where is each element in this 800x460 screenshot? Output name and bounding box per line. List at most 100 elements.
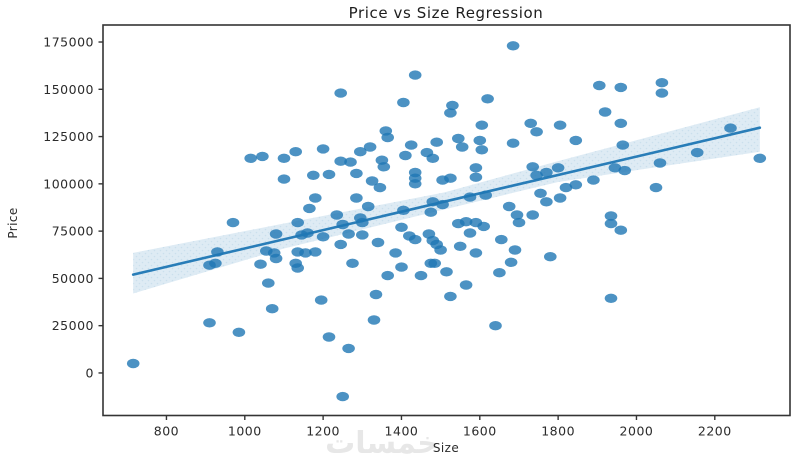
scatter-point — [277, 153, 291, 163]
scatter-point — [559, 182, 573, 193]
scatter-point — [369, 289, 383, 300]
scatter-point — [334, 156, 348, 166]
scatter-point — [334, 88, 348, 98]
scatter-point — [244, 153, 257, 163]
scatter-point — [477, 221, 491, 232]
scatter-point — [291, 263, 305, 273]
x-axis-label: Size — [433, 441, 459, 455]
x-tick-label: 1000 — [228, 424, 262, 439]
watermark: خمسات — [325, 426, 439, 460]
scatter-point — [342, 229, 355, 239]
scatter-point — [363, 142, 377, 152]
scatter-point — [530, 170, 543, 180]
scatter-point — [587, 175, 600, 185]
scatter-point — [444, 108, 457, 118]
scatter-point — [395, 222, 408, 232]
y-axis-ticks: 0 25000 50000 75000 100000 125000 150000 175000 — [43, 35, 103, 380]
scatter-point — [493, 268, 506, 278]
scatter-point — [495, 234, 508, 245]
scatter-point — [444, 173, 457, 183]
scatter-point — [618, 165, 631, 176]
scatter-point — [544, 252, 557, 262]
scatter-point — [209, 258, 222, 268]
scatter-point — [508, 245, 522, 255]
scatter-point — [408, 234, 422, 245]
scatter-point — [526, 162, 539, 172]
scatter-point — [440, 267, 453, 277]
scatter-point — [426, 153, 440, 163]
scatter-point — [126, 358, 140, 369]
scatter-point — [655, 88, 669, 98]
scatter-point — [469, 172, 483, 182]
scatter-point — [203, 318, 216, 328]
y-axis-label: Price — [6, 207, 20, 238]
scatter-point — [334, 239, 348, 250]
scatter-point — [350, 168, 363, 179]
scatter-point — [608, 163, 622, 173]
x-tick-label: 1600 — [463, 424, 497, 439]
scatter-point — [469, 163, 483, 173]
scatter-point — [314, 295, 328, 305]
scatter-point — [475, 120, 489, 130]
scatter-point — [346, 258, 359, 268]
scatter-point — [653, 158, 667, 168]
scatter-point — [389, 248, 402, 258]
scatter-point — [430, 137, 444, 147]
x-tick-label: 2200 — [698, 424, 732, 439]
scatter-point — [291, 217, 305, 228]
x-tick-label: 800 — [154, 424, 179, 439]
y-tick-label: 25000 — [52, 318, 94, 333]
scatter-point — [593, 80, 606, 91]
scatter-point — [569, 135, 583, 146]
regression-line — [131, 126, 762, 276]
scatter-point — [316, 144, 330, 154]
scatter-point — [408, 70, 422, 80]
y-tick-label: 0 — [86, 365, 94, 380]
y-tick-label: 150000 — [43, 82, 94, 97]
scatter-point — [524, 118, 537, 128]
scatter-point — [534, 188, 547, 198]
scatter-point — [530, 127, 543, 137]
scatter-point — [690, 147, 704, 158]
x-tick-label: 1400 — [385, 424, 419, 439]
scatter-point — [453, 241, 467, 251]
scatter-point — [299, 248, 312, 258]
y-tick-label: 75000 — [52, 224, 94, 239]
scatter-point — [604, 293, 618, 303]
scatter-point — [371, 237, 385, 248]
chart-title: Price vs Size Regression — [349, 4, 544, 22]
scatter-point — [356, 230, 369, 240]
scatter-point — [446, 100, 459, 111]
scatter-point — [473, 135, 487, 146]
scatter-point — [354, 147, 367, 157]
scatter-point — [254, 259, 267, 269]
scatter-point — [256, 151, 269, 162]
y-tick-label: 175000 — [43, 35, 94, 50]
axes-border — [102, 24, 791, 417]
scatter-point — [336, 391, 350, 402]
scatter-point — [367, 315, 381, 325]
scatter-point — [604, 211, 618, 221]
scatter-point — [277, 174, 291, 184]
scatter-point — [408, 179, 422, 189]
scatter-point — [551, 163, 565, 173]
x-axis-ticks: 800 1000 1200 1400 1600 1800 2000 2200 — [154, 415, 732, 439]
scatter-point — [475, 145, 489, 155]
scatter-point — [226, 217, 240, 228]
scatter-point — [616, 140, 630, 150]
scatter-point — [614, 82, 628, 93]
scatter-point — [506, 41, 520, 51]
scatter-point — [373, 182, 387, 193]
scatter-point — [489, 321, 502, 331]
regression-line-path — [131, 126, 762, 276]
scatter-point — [344, 157, 357, 167]
scatter-point — [604, 218, 618, 229]
scatter-point — [455, 142, 469, 152]
scatter-point — [316, 232, 330, 242]
scatter-point — [424, 207, 438, 217]
scatter-point — [381, 270, 395, 281]
scatter-point — [510, 210, 524, 220]
x-tick-label: 1200 — [306, 424, 340, 439]
